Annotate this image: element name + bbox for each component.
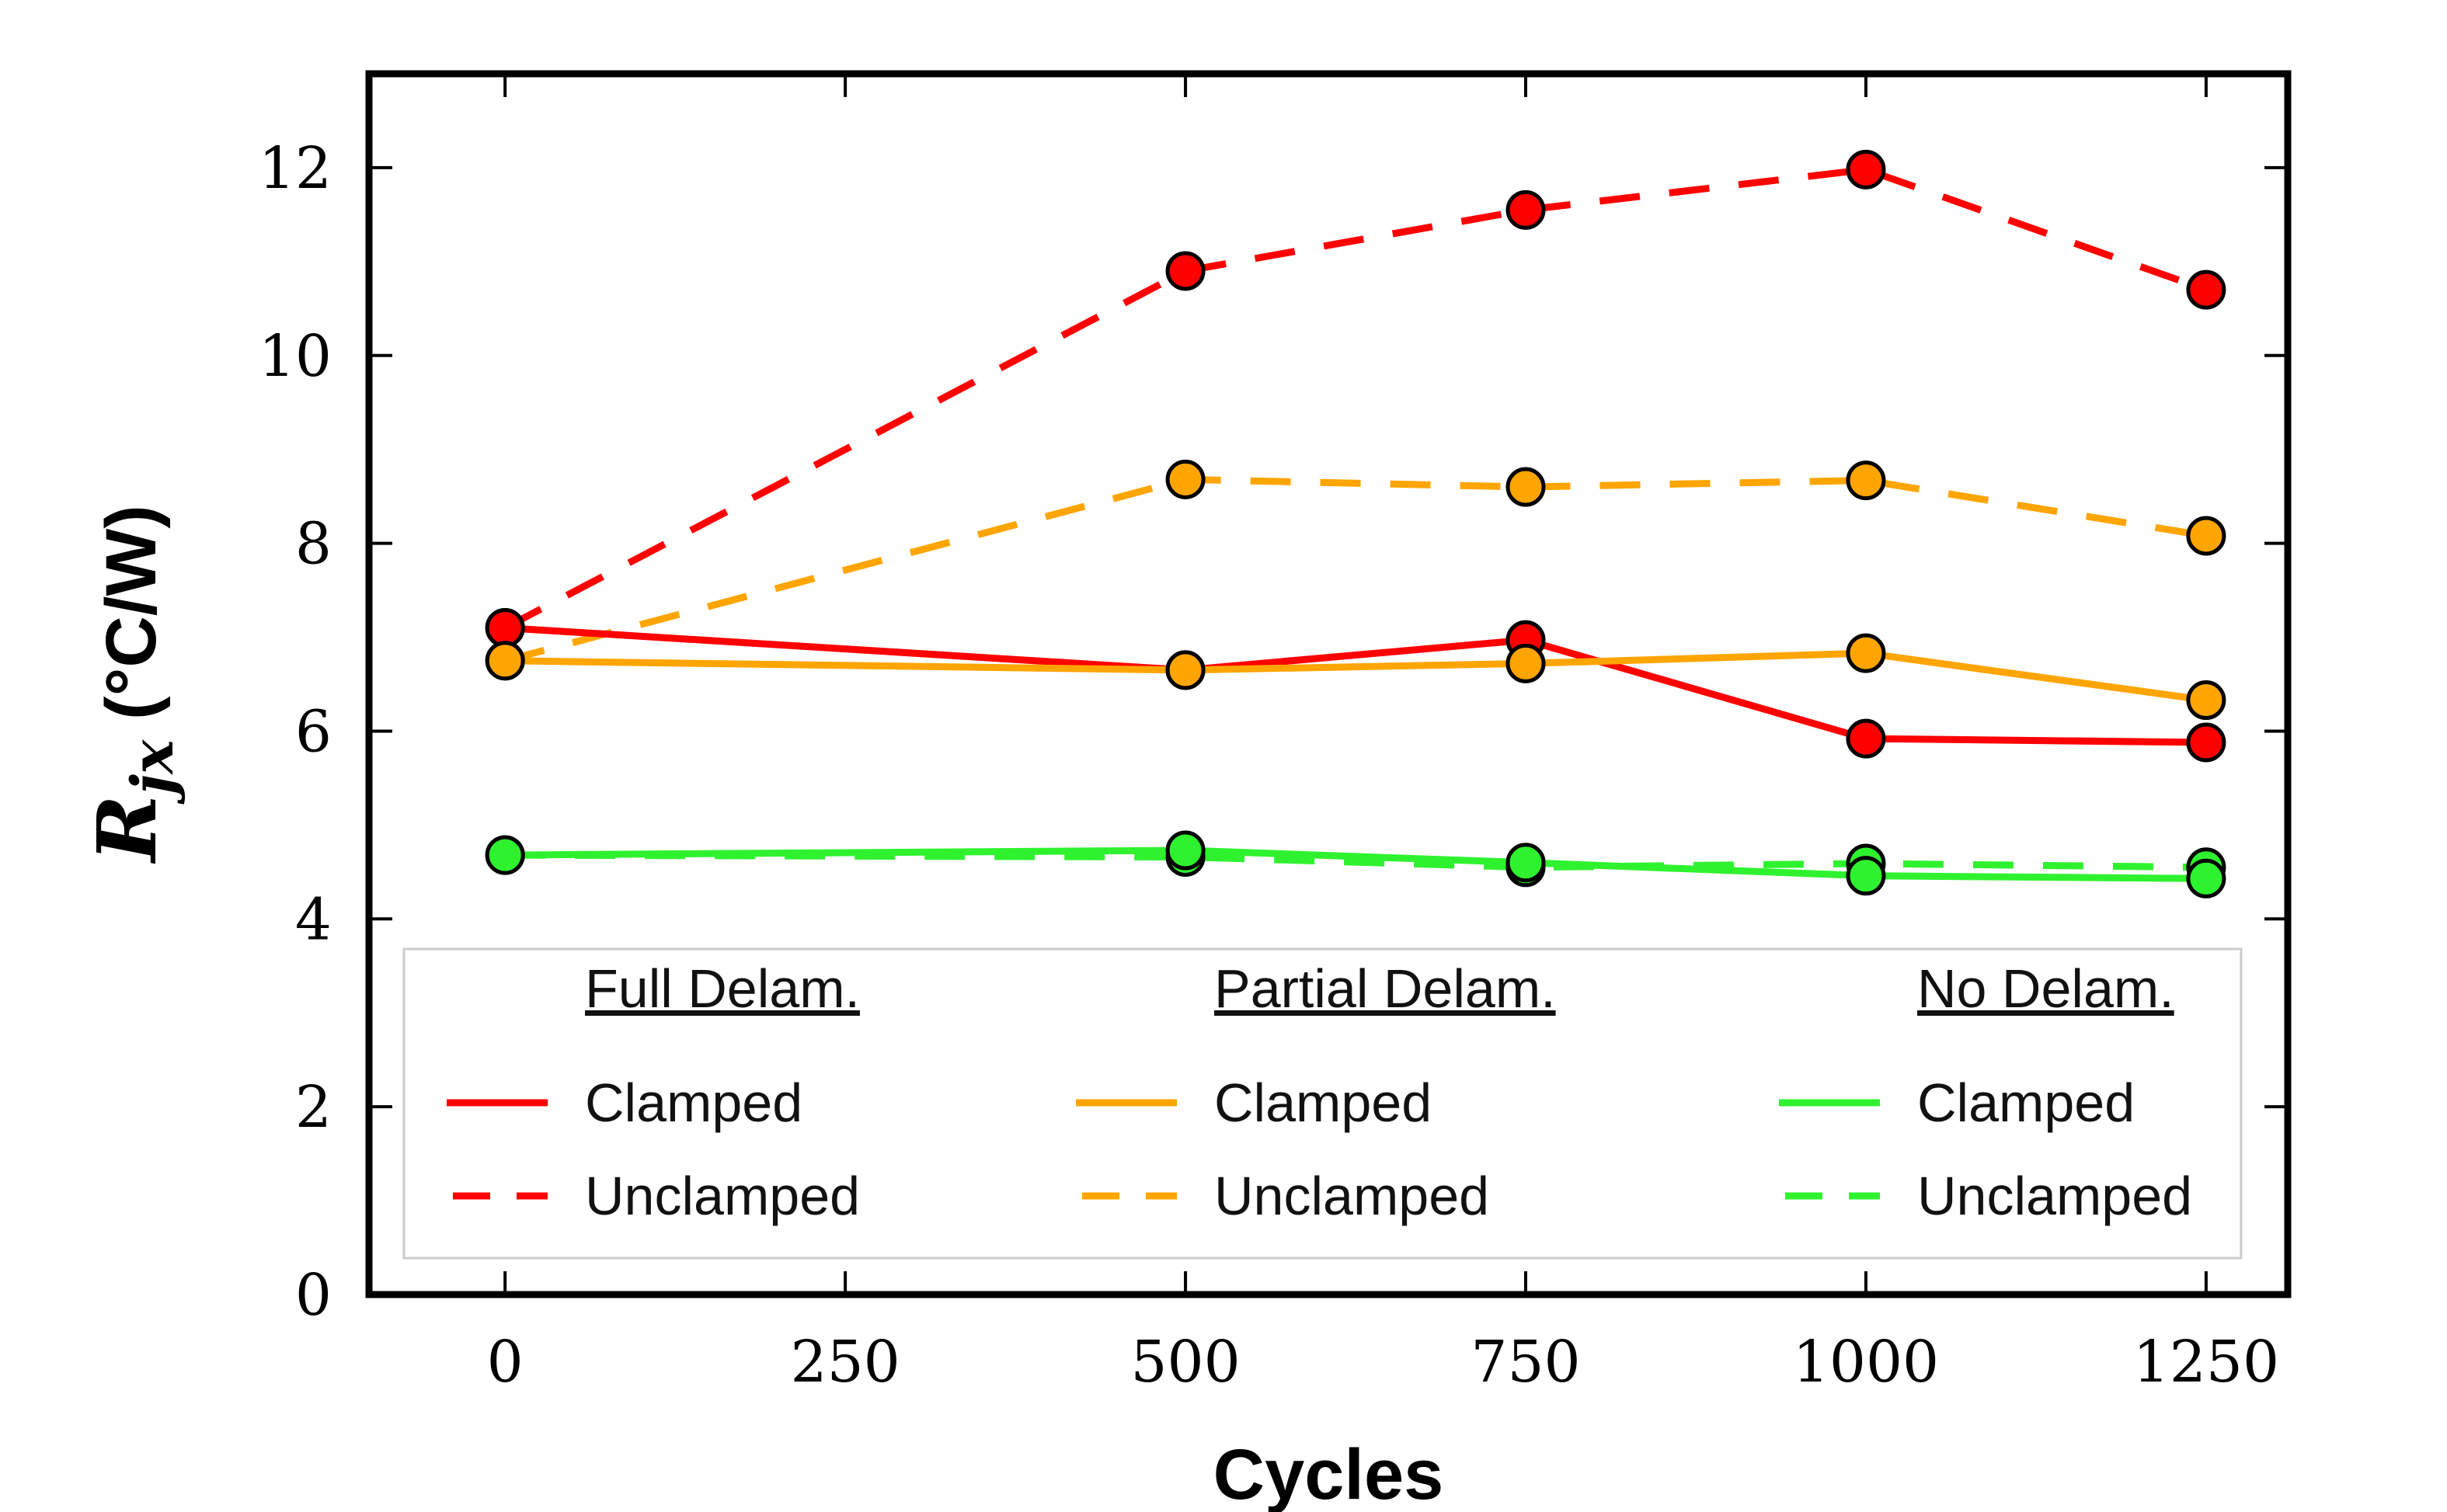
data-point-partial-delam-unclamped (2186, 516, 2226, 556)
legend-entry-label: Clamped (1214, 1072, 1432, 1133)
series-line-no-delam-unclamped (505, 851, 2206, 871)
data-point-partial-delam-clamped (485, 641, 525, 681)
data-point-full-delam-unclamped (1165, 251, 1206, 291)
series-lines (503, 165, 2208, 882)
y-tick-label: 4 (295, 886, 332, 953)
legend: Full Delam. Clamped Unclamped Partial Delam… (402, 947, 2243, 1260)
data-point-no-delam-clamped (1165, 830, 1206, 871)
legend-group-title: Partial Delam. (1214, 958, 1556, 1019)
legend-group-title: No Delam. (1917, 958, 2174, 1019)
legend-items: Full Delam. Clamped Unclamped Partial Delam… (447, 958, 2192, 1226)
series-line-full-delam-unclamped (503, 165, 2208, 631)
x-tick-label: 250 (790, 1329, 900, 1396)
series-markers (485, 149, 2226, 899)
data-point-full-delam-unclamped (2186, 269, 2226, 310)
data-point-full-delam-unclamped (1846, 149, 1886, 189)
legend-entry-label: Clamped (1917, 1072, 2135, 1133)
y-axis-unit: (°C/W) (92, 505, 171, 739)
legend-box (402, 947, 2243, 1260)
x-tick-label: 1000 (1793, 1329, 1939, 1396)
data-point-no-delam-clamped (1505, 843, 1546, 883)
legend-entry-label: Unclamped (1917, 1166, 2192, 1226)
data-point-no-delam-clamped (2186, 858, 2226, 899)
plot-frame (365, 70, 2292, 1298)
x-tick-label: 500 (1130, 1329, 1240, 1396)
y-tick-label: 2 (295, 1074, 332, 1141)
data-point-partial-delam-clamped (2186, 680, 2226, 721)
data-point-partial-delam-clamped (1165, 650, 1206, 690)
data-point-full-delam-clamped (485, 607, 525, 648)
data-point-full-delam-clamped (2186, 722, 2226, 763)
legend-group-title: Full Delam. (585, 958, 860, 1019)
data-point-full-delam-clamped (1846, 718, 1886, 759)
y-tick-label: 0 (295, 1262, 332, 1329)
data-point-partial-delam-unclamped (1846, 461, 1886, 501)
legend-entry-label: Unclamped (1214, 1166, 1489, 1226)
x-axis-title: Cycles (1213, 1435, 1444, 1512)
x-tick-label: 750 (1471, 1329, 1580, 1396)
axis-tick-labels: 0 250 500 750 1000 1250 0 2 4 6 8 10 12 (259, 135, 2279, 1396)
legend-entry-label: Unclamped (585, 1166, 860, 1226)
y-axis-subscript: jx (120, 739, 186, 805)
y-tick-label: 10 (259, 323, 332, 390)
x-tick-label: 0 (487, 1329, 524, 1396)
data-point-partial-delam-clamped (1505, 643, 1546, 683)
x-tick-label: 1250 (2133, 1329, 2279, 1396)
legend-entry-label: Clamped (585, 1072, 802, 1133)
series-line-full-delam-clamped (504, 624, 2206, 746)
y-tick-label: 6 (295, 698, 332, 765)
data-point-partial-delam-clamped (1846, 633, 1886, 673)
series-line-partial-delam-clamped (505, 649, 2207, 704)
y-axis-symbol: R (79, 794, 175, 864)
y-axis-title: Rjx (°C/W) (79, 505, 186, 864)
y-tick-label: 12 (259, 135, 332, 202)
data-point-partial-delam-unclamped (1505, 467, 1546, 507)
data-point-no-delam-clamped (1846, 856, 1886, 896)
series-line-partial-delam-unclamped (504, 475, 2207, 665)
data-point-no-delam-clamped (485, 835, 525, 875)
data-point-full-delam-unclamped (1505, 189, 1546, 230)
y-tick-label: 8 (295, 511, 332, 578)
data-point-partial-delam-unclamped (1165, 459, 1206, 499)
